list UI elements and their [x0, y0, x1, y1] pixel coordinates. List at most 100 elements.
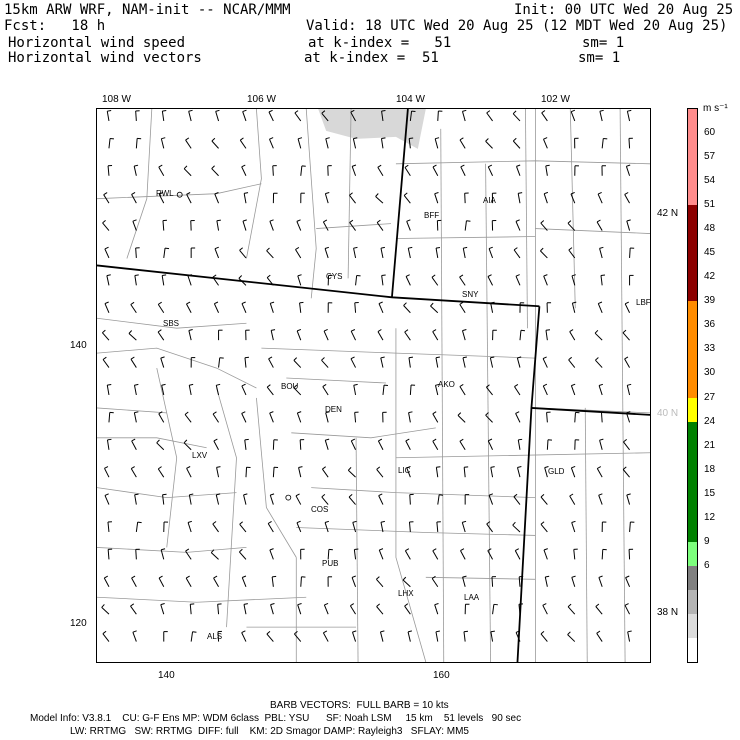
wind-barb-flag: [488, 246, 493, 250]
wind-barb-flag: [350, 329, 356, 332]
wind-barb-flag: [107, 384, 112, 386]
wind-barb-flag: [515, 548, 520, 552]
wind-barb-shaft: [628, 138, 631, 149]
wind-barb-shaft: [377, 167, 384, 177]
wind-barb-flag: [544, 191, 549, 195]
wind-barb-flag: [216, 493, 221, 496]
wind-barb-flag: [432, 438, 437, 442]
wind-barb-flag: [627, 630, 632, 633]
wind-barb-flag: [266, 274, 271, 278]
wind-barb-shaft: [103, 577, 110, 588]
wind-barb-flag: [214, 301, 219, 305]
city-label-rwl: RWL: [156, 189, 174, 198]
colorbar: [687, 108, 698, 663]
colorbar-segment: [688, 373, 697, 398]
wind-barb-shaft: [132, 632, 137, 642]
wind-barb-flag: [102, 220, 106, 224]
wind-barb-flag: [269, 548, 274, 551]
wind-barb-shaft: [350, 440, 357, 450]
wind-barb-shaft: [217, 631, 220, 642]
wind-barb-flag: [188, 329, 193, 331]
wind-barb-flag: [266, 631, 271, 635]
wind-barb-shaft: [130, 605, 137, 615]
wind-barb-shaft: [599, 440, 603, 450]
wind-barb-flag: [570, 191, 575, 195]
wind-barb-flag: [405, 438, 410, 442]
wind-barb-shaft: [160, 604, 165, 615]
wind-barb-flag: [130, 603, 135, 607]
wind-barb-shaft: [624, 194, 631, 204]
colorbar-segment: [688, 133, 697, 158]
wind-barb-shaft: [404, 550, 411, 560]
wind-barb-flag: [212, 274, 217, 278]
colorbar-segment: [688, 397, 697, 423]
colorbar-tick-label: 54: [704, 175, 716, 187]
wind-barb-shaft: [242, 111, 247, 122]
wind-barb-shaft: [492, 604, 495, 615]
wind-barb-shaft: [408, 138, 411, 149]
city-label-lic: LIC: [398, 466, 411, 475]
wind-barb-flag: [130, 301, 135, 305]
wind-barb-shaft: [324, 440, 329, 450]
wind-barb-shaft: [598, 495, 603, 505]
wind-barb-shaft: [244, 357, 247, 368]
wind-barb-flag: [351, 575, 356, 578]
wind-barb-flag: [101, 604, 105, 608]
wind-barb-shaft: [266, 386, 274, 396]
wind-barb-flag: [188, 109, 193, 112]
wind-barb-flag: [436, 466, 441, 468]
wind-barb-flag: [512, 521, 516, 526]
wind-barb-shaft: [128, 333, 137, 341]
wind-barb-flag: [405, 548, 410, 552]
wind-barb-flag: [598, 301, 603, 305]
wind-barb-flag: [106, 274, 111, 277]
wind-barb-shaft: [517, 439, 521, 450]
wind-barb-shaft: [163, 248, 166, 259]
wind-barb-shaft: [380, 248, 384, 259]
wind-barb-shaft: [407, 631, 411, 642]
wind-barb-shaft: [597, 193, 603, 204]
wind-barb-shaft: [570, 467, 576, 478]
wind-barb-flag: [381, 137, 386, 139]
wind-barb-shaft: [464, 220, 467, 231]
wind-barb-flag: [158, 192, 163, 195]
wind-barb-shaft: [571, 302, 576, 313]
wind-barb-flag: [543, 548, 548, 551]
wind-barb-shaft: [186, 303, 192, 313]
wind-barb-shaft: [215, 111, 220, 122]
wind-barb-shaft: [321, 468, 329, 478]
wind-barb-shaft: [212, 413, 219, 423]
wind-barb-flag: [378, 493, 383, 497]
wind-barb-shaft: [626, 385, 631, 396]
wind-barb-shaft: [434, 138, 439, 149]
wind-barb-shaft: [269, 221, 274, 231]
wind-barb-shaft: [377, 331, 384, 341]
wind-barb-flag: [485, 138, 489, 142]
wind-barb-shaft: [157, 304, 165, 314]
wind-barb-shaft: [567, 606, 576, 615]
wind-barb-flag: [296, 328, 302, 332]
wind-barb-flag: [294, 110, 299, 114]
wind-barb-shaft: [380, 522, 384, 533]
wind-barb-shaft: [574, 412, 576, 423]
valid-time: Valid: 18 UTC Wed 20 Aug 25 (12 MDT Wed …: [306, 18, 728, 34]
wind-barb-shaft: [213, 440, 219, 451]
wind-barb-flag: [486, 521, 491, 525]
wind-barb-flag: [325, 438, 330, 441]
wind-barb-shaft: [241, 413, 247, 423]
init-time: Init: 00 UTC Wed 20 Aug 25: [514, 2, 734, 18]
wind-barb-flag: [598, 383, 604, 386]
wind-barb-flag: [543, 383, 548, 387]
wind-barb-shaft: [215, 494, 220, 505]
wind-barb-shaft: [626, 494, 631, 505]
wind-barb-flag: [460, 548, 465, 552]
wind-barb-flag: [434, 192, 439, 195]
wind-barb-shaft: [272, 467, 275, 478]
wind-barb-flag: [239, 137, 244, 141]
wind-barb-shaft: [629, 247, 631, 258]
wind-barb-shaft: [157, 468, 165, 478]
wind-barb-shaft: [218, 357, 221, 368]
wind-barb-shaft: [542, 385, 548, 396]
wind-barb-flag: [567, 603, 572, 608]
wind-barb-shaft: [217, 604, 220, 615]
